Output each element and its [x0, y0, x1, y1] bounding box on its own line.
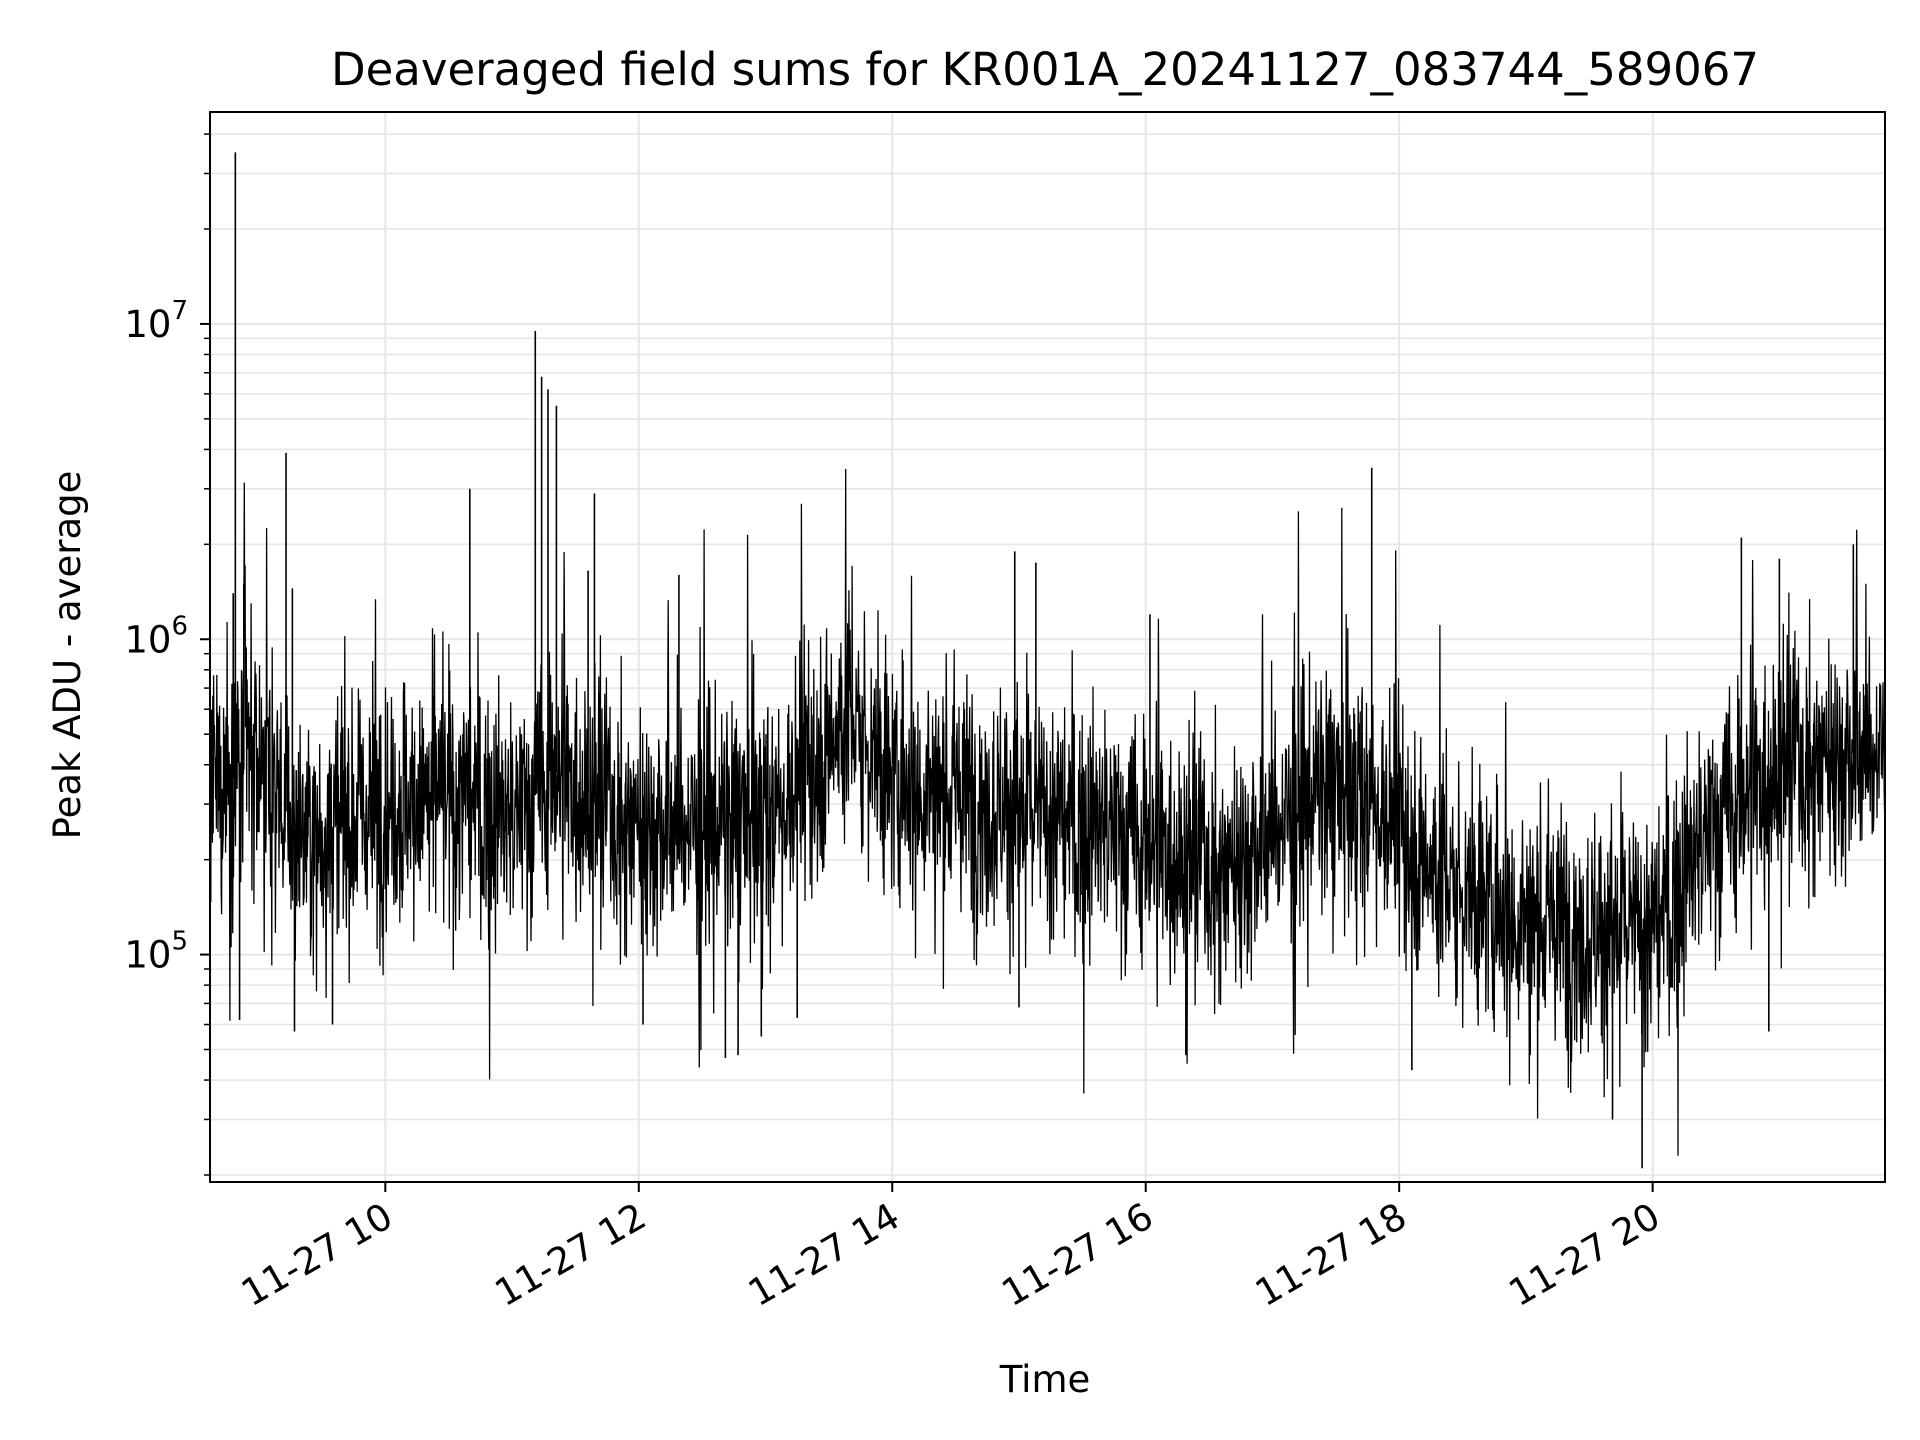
y-tick-label: 106	[124, 611, 188, 661]
x-tick-label: 11-27 14	[741, 1195, 907, 1315]
y-axis-label: Peak ADU - average	[46, 471, 89, 840]
chart-title: Deaveraged field sums for KR001A_2024112…	[331, 43, 1759, 96]
grid	[210, 112, 1885, 1182]
x-axis: 11-27 10 11-27 12 11-27 14 11-27 16 11-27 18…	[234, 1182, 1667, 1315]
x-tick-label: 11-27 18	[1248, 1195, 1414, 1315]
x-tick-label: 11-27 12	[488, 1195, 654, 1315]
plot-frame	[209, 111, 1886, 1183]
series-line	[210, 468, 1885, 1156]
x-tick-label: 11-27 16	[995, 1195, 1161, 1315]
x-tick-label: 11-27 20	[1502, 1195, 1668, 1315]
spike-group	[232, 152, 1855, 1169]
y-axis: 105 106 107	[124, 133, 210, 1176]
x-axis-label: Time	[999, 1358, 1091, 1401]
x-tick-label: 11-27 10	[234, 1195, 400, 1315]
y-tick-label: 107	[124, 296, 188, 346]
y-tick-label: 105	[124, 927, 188, 977]
plot-area	[210, 152, 1885, 1169]
